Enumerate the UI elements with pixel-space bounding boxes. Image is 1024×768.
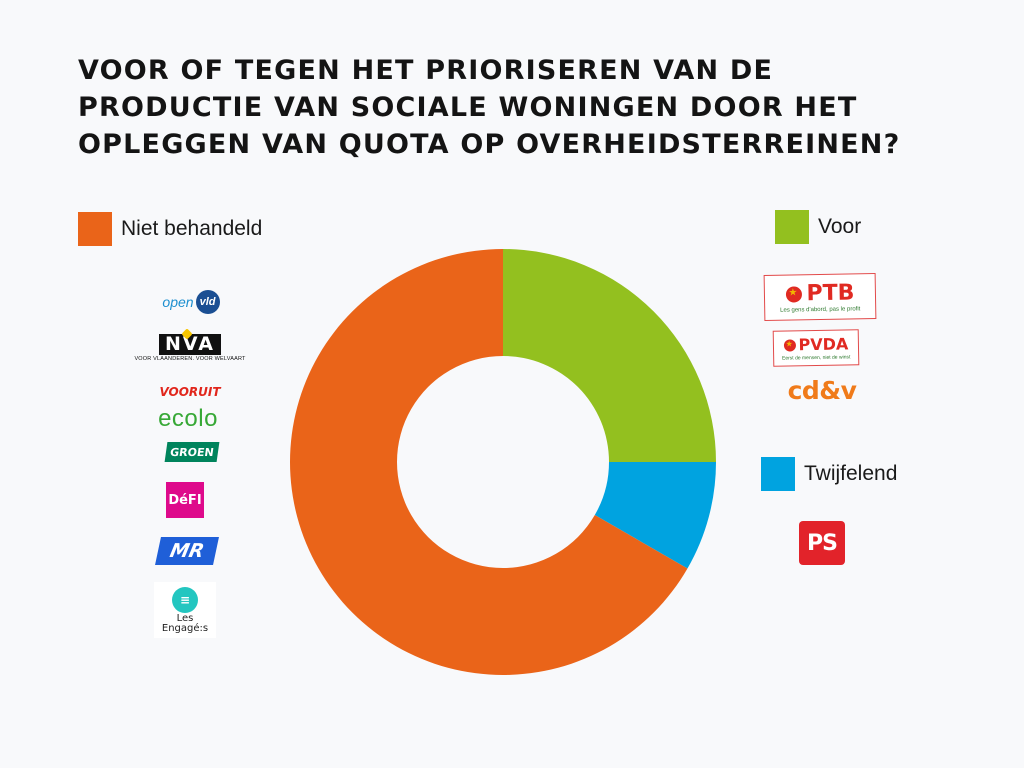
legend-label-voor: Voor xyxy=(818,215,862,238)
nva-logo-slogan: VOOR VLAANDEREN. VOOR WELVAART xyxy=(134,356,246,362)
chart-title: VOOR OF TEGEN HET PRIORISEREN VAN DE PRO… xyxy=(78,55,901,160)
openvld-logo-badge: vld xyxy=(195,290,220,314)
nva-logo-wordmark: NVA xyxy=(158,328,222,355)
cdv-logo: cd&v xyxy=(787,375,857,405)
les-engages-logo: ≡ Les Engagé:s xyxy=(154,582,216,638)
openvld-logo: open vld xyxy=(160,288,222,316)
donut-slices xyxy=(290,249,716,675)
donut-slice-voor xyxy=(503,249,716,462)
les-engages-mark-icon: ≡ xyxy=(172,586,198,613)
donut-slice-niet-behandeld xyxy=(290,249,688,675)
vooruit-logo: VOORUIT xyxy=(159,385,221,399)
legend-swatch-niet-behandeld xyxy=(78,212,112,246)
ps-logo: PS xyxy=(799,521,845,565)
les-engages-text-1: Les xyxy=(176,612,194,624)
legend-niet-behandeld: Niet behandeld xyxy=(78,212,262,246)
les-engages-text-2: Engagé:s xyxy=(161,622,209,634)
openvld-logo-text: open xyxy=(162,294,194,310)
ecolo-logo: ecolo xyxy=(158,405,218,432)
legend-label-niet-behandeld: Niet behandeld xyxy=(121,217,263,240)
legend-voor: Voor xyxy=(775,210,861,244)
legend-label-twijfelend: Twijfelend xyxy=(804,462,898,485)
legend-swatch-voor xyxy=(775,210,809,244)
donut-slice-twijfelend xyxy=(594,462,716,569)
defi-logo: DéFI xyxy=(166,482,204,518)
legend-swatch-twijfelend xyxy=(761,457,795,491)
nva-logo: NVA VOOR VLAANDEREN. VOOR WELVAART xyxy=(134,328,245,364)
legend-twijfelend: Twijfelend xyxy=(761,457,897,491)
